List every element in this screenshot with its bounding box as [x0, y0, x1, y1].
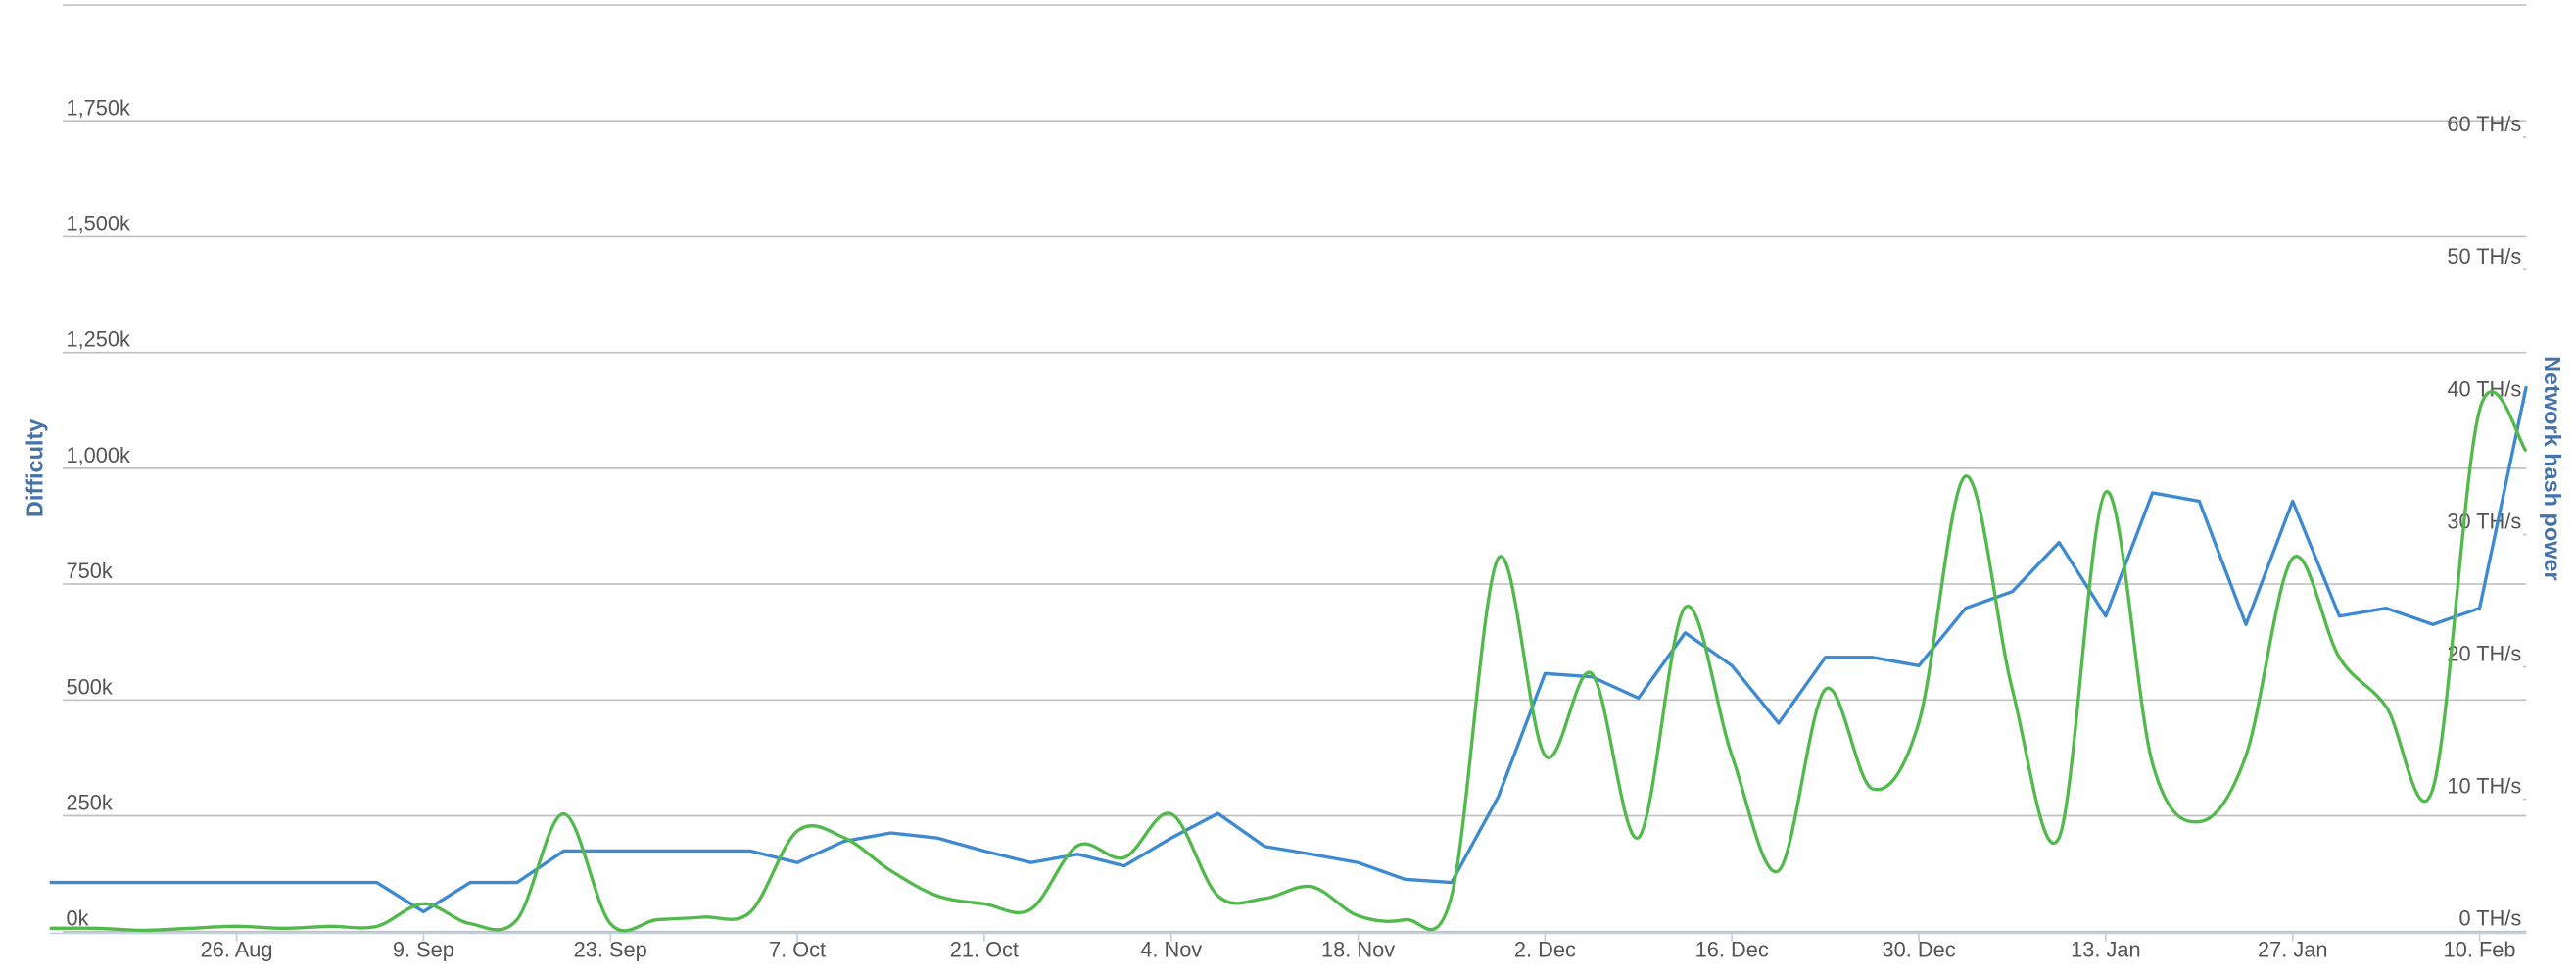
x-tick-label: 7. Oct — [769, 938, 826, 962]
x-tick-label: 26. Aug — [201, 938, 273, 962]
y2-axis-title: Network hash power — [2540, 356, 2565, 581]
y-tick-label: 0k — [66, 906, 88, 931]
series-line — [49, 390, 2528, 933]
x-tick-label: 2. Dec — [1514, 938, 1576, 962]
x-tick-label: 27. Jan — [2258, 938, 2327, 962]
y-tick-label: 500k — [66, 674, 112, 699]
x-tick-label: 18. Nov — [1321, 938, 1395, 962]
x-tick-label: 16. Dec — [1695, 938, 1769, 962]
y-tick-label: 750k — [66, 559, 112, 583]
x-tick-label: 21. Oct — [950, 938, 1019, 962]
y2-tick-label: 0 TH/s — [2459, 906, 2522, 931]
x-tick-label: 10. Feb — [2444, 938, 2516, 962]
series-line — [49, 385, 2528, 914]
x-tick-label: 30. Dec — [1883, 938, 1956, 962]
x-tick-label: 23. Sep — [574, 938, 647, 962]
y-tick-label: 250k — [66, 791, 112, 815]
y2-tick-label: 20 TH/s — [2447, 642, 2521, 666]
x-tick-label: 9. Sep — [393, 938, 454, 962]
y2-tick-label: 50 TH/s — [2447, 244, 2521, 268]
y-tick-label: 1,250k — [66, 327, 130, 352]
y2-tick-label: 30 TH/s — [2447, 509, 2521, 533]
y-tick-label: 1,000k — [66, 443, 130, 467]
y2-tick-label: 10 TH/s — [2447, 774, 2521, 799]
x-tick-label: 4. Nov — [1140, 938, 1202, 962]
y-tick-label: 1,500k — [66, 211, 130, 235]
y-axis-title: Difficulty — [23, 419, 48, 517]
x-tick-label: 13. Jan — [2071, 938, 2140, 962]
y2-tick-label: 60 TH/s — [2447, 112, 2521, 136]
y-tick-label: 1,750k — [66, 95, 130, 120]
